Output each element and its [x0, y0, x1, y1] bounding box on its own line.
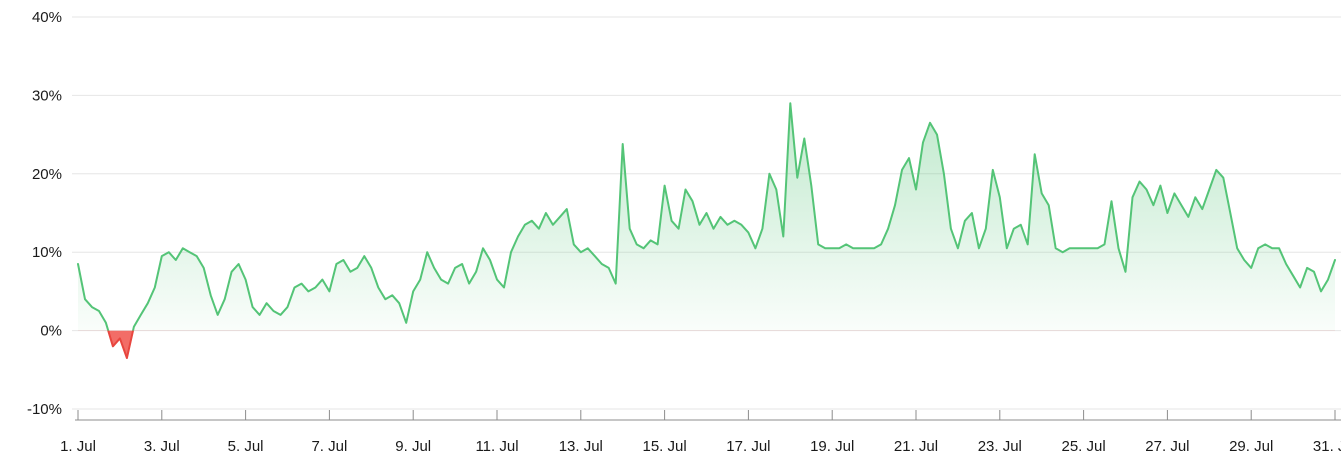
x-axis-label: 15. Jul [642, 438, 686, 455]
x-axis-label: 25. Jul [1061, 438, 1105, 455]
y-axis-label: 40% [32, 9, 62, 26]
y-axis-label: 20% [32, 166, 62, 183]
x-axis-label: 13. Jul [559, 438, 603, 455]
y-axis-label: 0% [40, 323, 62, 340]
x-axis-label: 21. Jul [894, 438, 938, 455]
y-axis-label: 30% [32, 87, 62, 104]
area-positive [78, 103, 1335, 331]
x-axis-label: 11. Jul [475, 438, 518, 455]
x-axis-label: 27. Jul [1145, 438, 1189, 455]
x-axis-label: 17. Jul [726, 438, 770, 455]
x-axis-label: 3. Jul [144, 438, 180, 455]
x-axis-label: 5. Jul [228, 438, 264, 455]
x-axis-label: 7. Jul [311, 438, 347, 455]
area-negative [108, 330, 134, 358]
y-axis-label: 10% [32, 244, 62, 261]
x-axis-label: 9. Jul [395, 438, 431, 455]
x-axis-label: 1. Jul [60, 438, 96, 455]
y-axis-label: -10% [27, 401, 62, 418]
x-axis-label: 23. Jul [978, 438, 1022, 455]
x-axis-label: 31. Jul [1313, 438, 1341, 455]
x-axis-label: 19. Jul [810, 438, 854, 455]
series-line-positive [77, 102, 1336, 331]
x-axis-label: 29. Jul [1229, 438, 1273, 455]
